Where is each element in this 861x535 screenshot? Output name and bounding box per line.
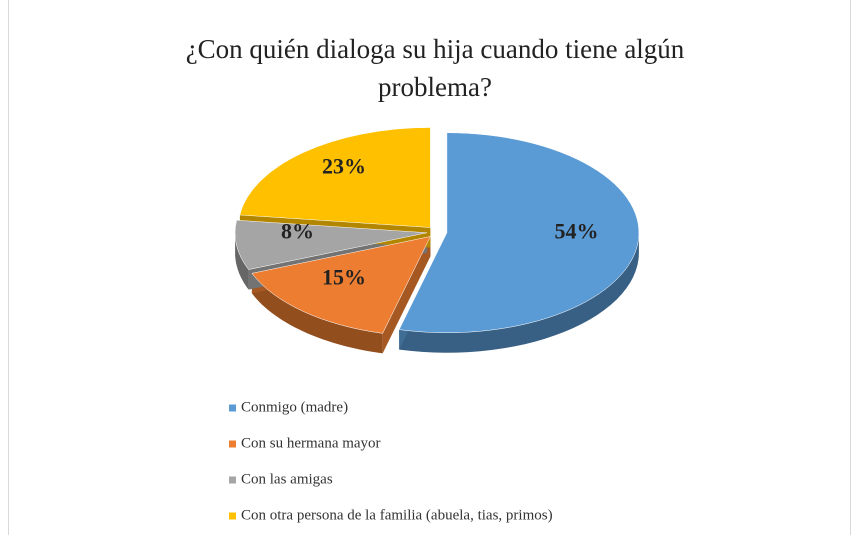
legend-swatch [229,440,236,448]
data-label: 15% [322,265,366,290]
slice-side [235,232,249,290]
slice [251,236,431,334]
data-label: 23% [322,154,366,179]
data-label: 54% [554,218,598,243]
slice-side [399,232,639,353]
slice-side [251,273,383,354]
legend-label: Conmigo (madre) [241,399,348,415]
chart-border [8,0,851,535]
slice-cut [382,236,431,354]
slice [239,127,431,228]
legend-swatch [229,404,236,412]
legend-label: Con su hermana mayor [241,435,381,451]
slice [234,219,428,270]
slice [398,132,640,333]
legend-swatch [229,476,236,484]
legend-label: Con otra persona de la familia (abuela, … [241,507,553,523]
legend-swatch [229,512,236,520]
chart-title: ¿Con quién dialoga su hija cuando tiene … [185,34,685,102]
legend-label: Con las amigas [241,471,333,487]
data-label: 8% [281,218,314,243]
